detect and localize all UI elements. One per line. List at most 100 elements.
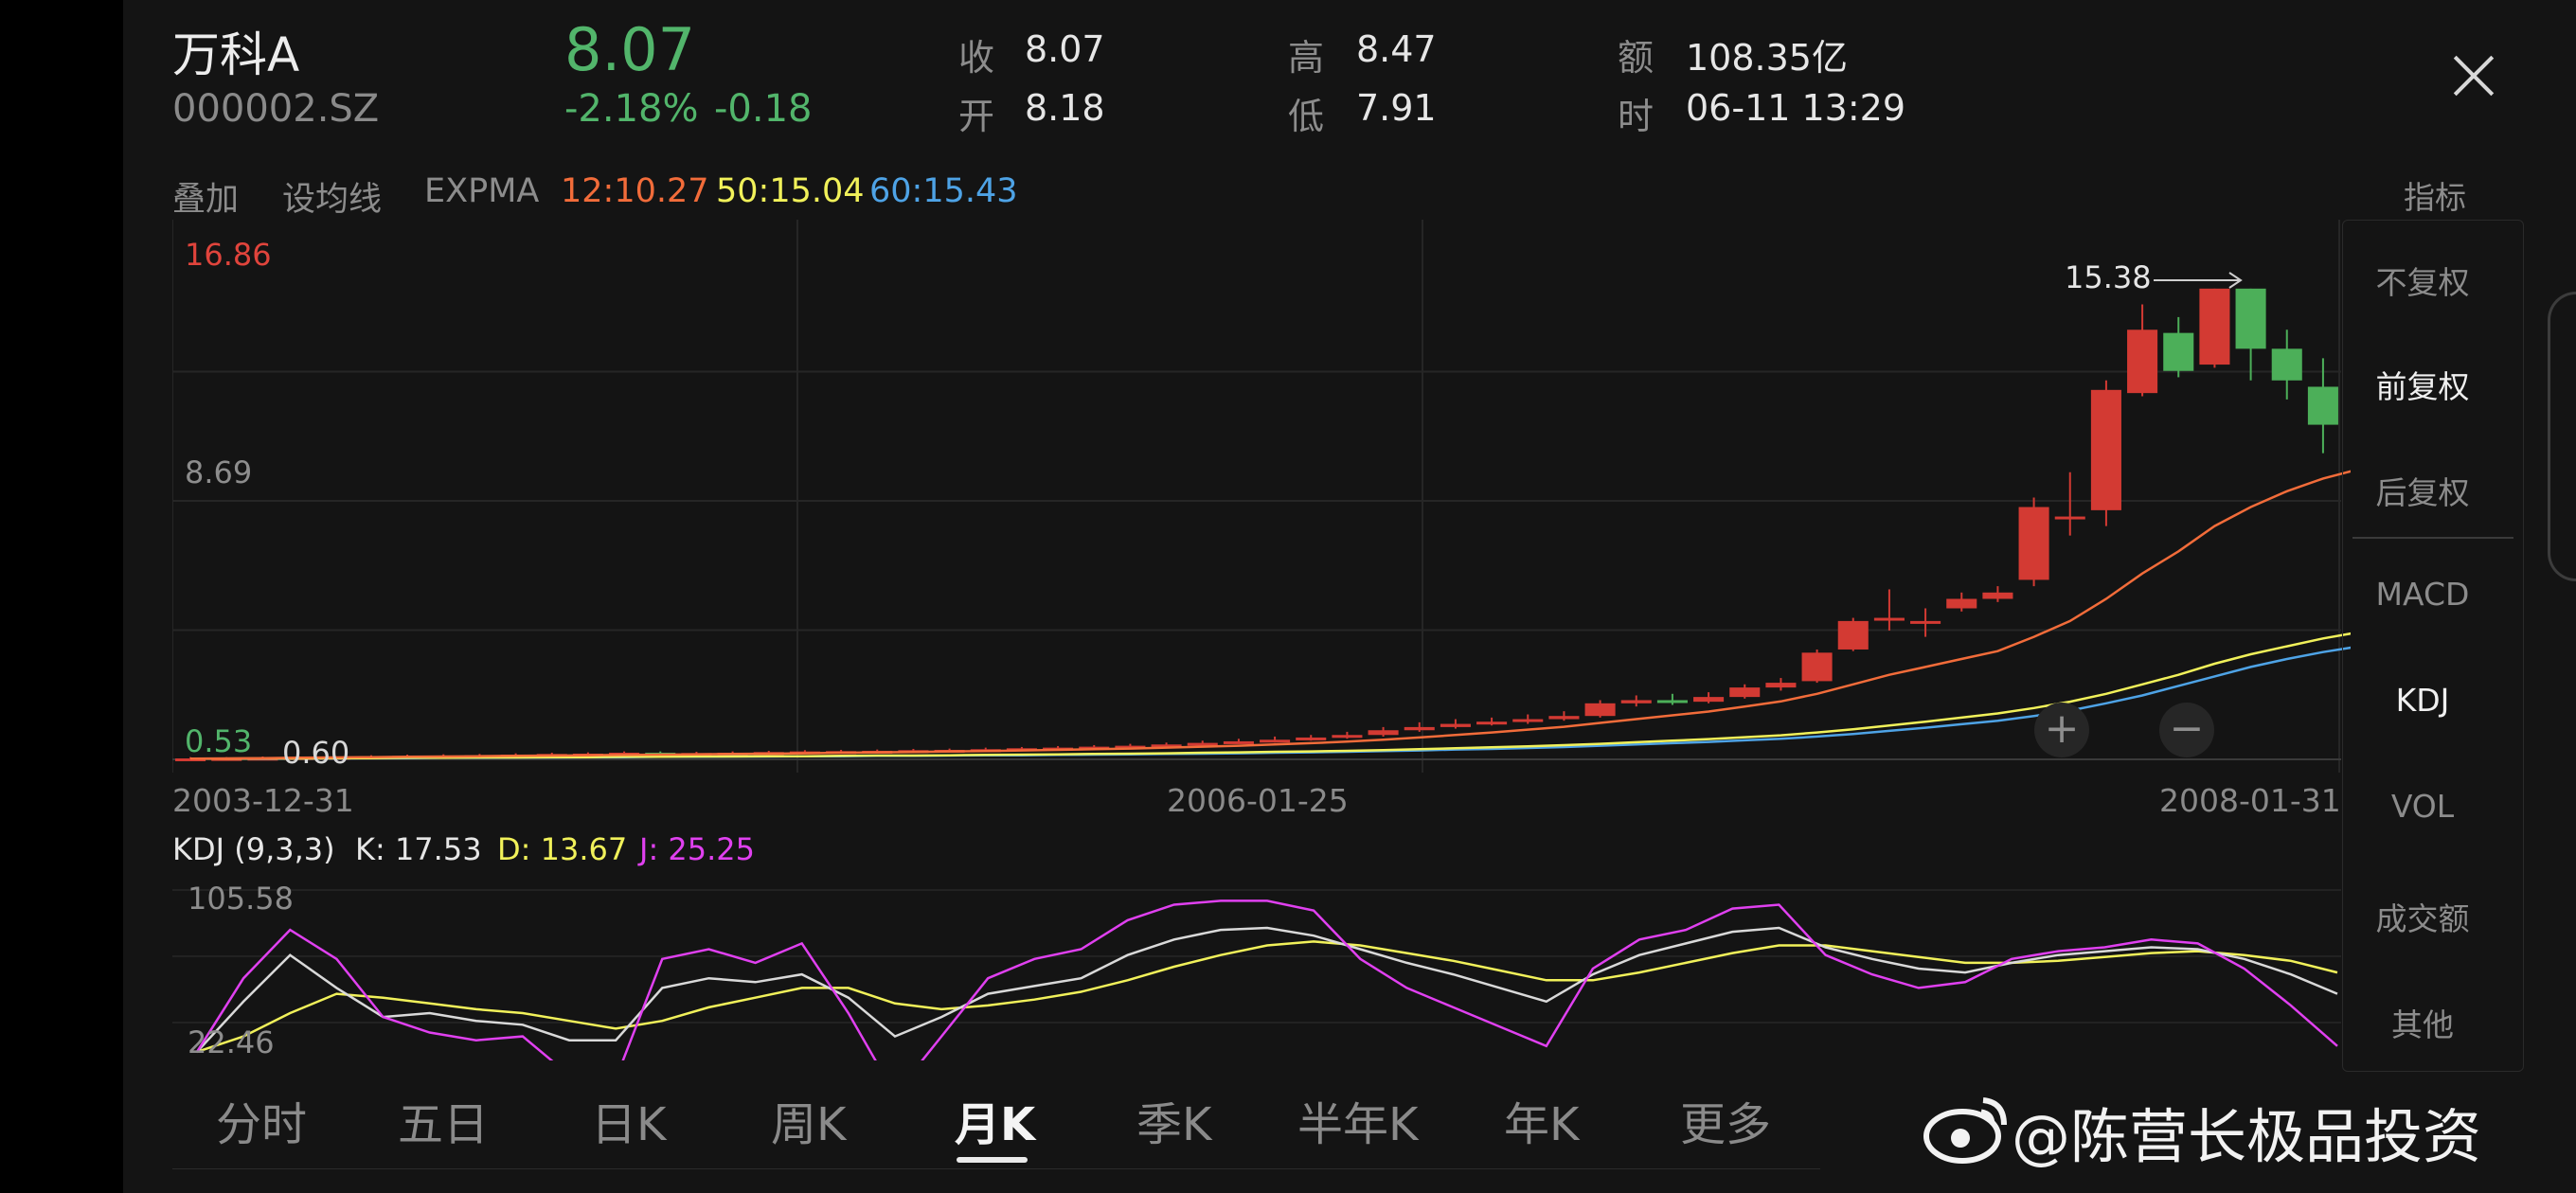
high-value: 8.47 [1356,28,1437,70]
candle-body [1693,697,1725,703]
kdj-j-value: J: 25.25 [639,831,755,867]
tab-weekly-k[interactable]: 周K [771,1098,847,1151]
minus-icon: − [2169,704,2205,753]
candle-body [1765,683,1797,688]
tab-quarterly-k[interactable]: 季K [1136,1098,1212,1151]
low-value: 7.91 [1356,87,1437,129]
side-item-vol[interactable]: VOL [2390,788,2455,825]
side-item-other[interactable]: 其他 [2391,1006,2454,1043]
candle-body [2271,348,2302,381]
tab-five-day[interactable]: 五日 [398,1098,490,1151]
candle-body [175,757,206,761]
side-item-turnover[interactable]: 成交额 [2375,900,2470,937]
change-percent: -2.18% [564,87,699,131]
low-label: 低 [1288,96,1325,137]
candle-body [2163,332,2194,371]
amount-label: 额 [1618,37,1655,79]
candle-body [1368,730,1399,736]
candle-body [1332,735,1363,739]
candle-body [1729,687,1761,698]
candle-body [2199,288,2230,365]
y-min-label: 0.53 [185,723,253,759]
ma50-value: 50:15.04 [716,172,865,210]
active-tab-indicator [957,1157,1028,1163]
candle-body [1151,744,1182,748]
right-side-panel [2342,220,2524,1072]
candle-body [1656,700,1688,703]
candle-body [1548,716,1580,720]
kdj-y-min: 22.46 [188,1024,275,1060]
candle-body [1910,620,1941,624]
tab-intraday[interactable]: 分时 [216,1098,308,1151]
open-value: 8.18 [1025,87,1105,129]
candle-body [1115,745,1146,749]
candle-body [1404,726,1435,731]
side-item-macd[interactable]: MACD [2375,576,2470,613]
side-item-kdj[interactable]: KDJ [2395,682,2450,719]
kdj-d-line [196,940,2338,1054]
close-value: 8.07 [1025,28,1105,70]
amount-value: 108.35亿 [1686,37,1848,79]
edge-scroll-handle[interactable] [2548,292,2576,581]
tab-monthly-k[interactable]: 月K [955,1098,1036,1151]
kdj-d-value: D: 13.67 [497,831,628,867]
candle-body [2307,386,2338,425]
kdj-k-line [196,926,2338,1053]
tab-yearly-k[interactable]: 年K [1504,1098,1580,1151]
overlay-button[interactable]: 叠加 [172,181,240,219]
tab-more[interactable]: 更多 [1680,1098,1772,1151]
zoom-out-button[interactable]: − [2159,703,2214,757]
candle-body [2090,389,2121,510]
candle-body [1620,700,1652,703]
low-price-marker: 0.60 [282,735,350,771]
date-label-start: 2003-12-31 [172,782,354,819]
close-icon[interactable] [2453,55,2495,97]
indicator-button[interactable]: 指标 [2404,179,2466,216]
candle-body [1837,620,1869,650]
candle-body [1982,592,2013,599]
candle-body [1260,739,1291,743]
watermark-text: @陈营长极品投资 [2012,1102,2482,1171]
candle-body [1440,723,1471,727]
candle-body [1946,598,1977,609]
date-label-mid: 2006-01-25 [1167,782,1349,819]
change-amount: -0.18 [714,87,813,131]
candle-body [2054,516,2085,520]
y-mid-label: 8.69 [185,454,253,490]
time-label: 时 [1618,96,1655,137]
candle-body [1512,719,1544,722]
ema50-line [190,632,2351,760]
set-ma-button[interactable]: 设均线 [282,181,383,219]
candle-body [1296,737,1327,740]
app: 万科A 000002.SZ 8.07 -2.18% -0.18 收 8.07 开… [123,0,2576,1193]
candle-body [1801,652,1833,682]
candle-body [1873,617,1905,621]
kdj-j-line [195,899,2338,1060]
ma60-value: 60:15.43 [869,172,1018,210]
side-item-backward-adjust[interactable]: 后复权 [2375,474,2470,511]
high-price-marker: 15.38 [2065,259,2152,295]
high-label: 高 [1288,37,1325,79]
candle-body [2127,329,2158,394]
candlestick-chart[interactable] [172,220,2351,826]
expma-label: EXPMA [424,172,540,210]
zoom-in-button[interactable]: + [2034,703,2089,757]
kdj-y-max: 105.58 [188,881,294,917]
y-max-label: 16.86 [185,237,272,273]
stock-name: 万科A [172,27,300,82]
time-value: 06-11 13:29 [1686,87,1906,129]
side-divider [2352,537,2513,539]
stock-code: 000002.SZ [172,87,380,131]
tab-daily-k[interactable]: 日K [591,1098,667,1151]
candle-body [1584,703,1616,717]
candle-body [1476,721,1508,725]
tab-half-year-k[interactable]: 半年K [1297,1098,1419,1151]
kdj-title: KDJ (9,3,3) [172,831,335,867]
ema12-line [190,470,2351,760]
weibo-logo-icon [1923,1097,2007,1164]
date-label-end: 2008-01-31 [2159,782,2341,819]
candle-body [2018,507,2049,580]
kdj-chart [172,889,2341,1060]
side-item-forward-adjust[interactable]: 前复权 [2375,368,2470,405]
side-item-no-adjust[interactable]: 不复权 [2375,264,2470,301]
